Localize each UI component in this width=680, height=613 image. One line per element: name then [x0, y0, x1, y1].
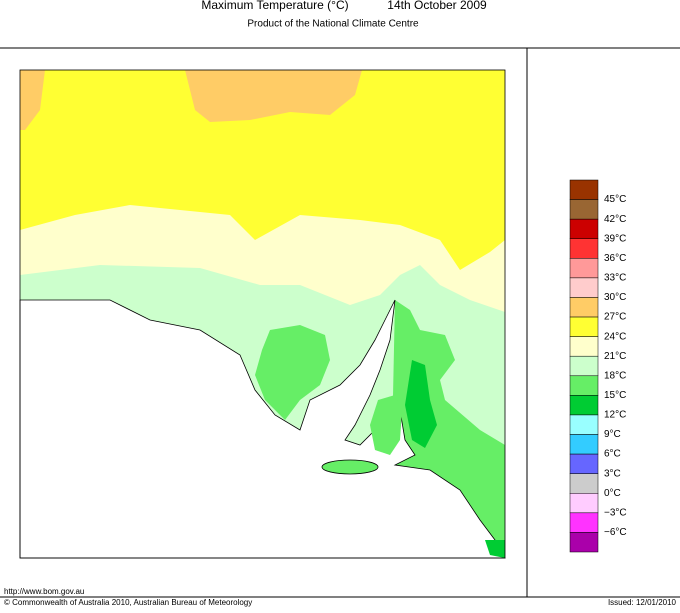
legend-label: 36°C — [604, 253, 626, 264]
legend-label: 15°C — [604, 390, 626, 401]
legend-label: 27°C — [604, 312, 626, 323]
region — [370, 395, 402, 455]
title: Maximum Temperature (°C) — [201, 0, 348, 12]
legend-label: 30°C — [604, 292, 626, 303]
map-border — [19, 69, 506, 559]
legend-label: 9°C — [604, 429, 621, 440]
legend-swatch — [569, 199, 599, 220]
map — [19, 69, 506, 559]
region — [255, 325, 330, 420]
legend-swatch — [569, 453, 599, 474]
sea — [19, 299, 506, 559]
region — [20, 70, 505, 270]
issued: Issued: 12/01/2010 — [608, 598, 677, 607]
legend-swatch — [569, 336, 599, 357]
legend-label: 45°C — [604, 194, 626, 205]
region — [485, 540, 505, 558]
legend-swatch — [569, 434, 599, 455]
copyright: © Commonwealth of Australia 2010, Austra… — [4, 598, 252, 607]
legend-swatch — [569, 258, 599, 279]
legend-swatch — [569, 414, 599, 435]
subtitle: Product of the National Climate Centre — [247, 19, 419, 30]
legend-label: 3°C — [604, 468, 621, 479]
legend-swatch — [569, 375, 599, 396]
legend-swatch — [569, 493, 599, 514]
legend-swatch — [569, 218, 599, 239]
legend: 45°C 42°C 39°C 36°C 33°C 30°C 27°C 24°C 21°C 18°C… — [569, 179, 627, 553]
legend-label: 24°C — [604, 331, 626, 342]
legend-swatch — [569, 238, 599, 259]
region — [405, 360, 437, 448]
legend-swatch — [569, 179, 599, 200]
legend-swatch — [569, 277, 599, 298]
legend-swatch — [569, 512, 599, 533]
legend-label: 0°C — [604, 488, 621, 499]
legend-label: −3°C — [604, 507, 627, 518]
legend-label: 21°C — [604, 351, 626, 362]
legend-label: 39°C — [604, 233, 626, 244]
legend-label: 6°C — [604, 449, 621, 460]
region — [185, 70, 362, 122]
legend-swatch — [569, 395, 599, 416]
legend-label: −6°C — [604, 527, 627, 538]
island — [321, 459, 379, 475]
legend-label: 33°C — [604, 273, 626, 284]
legend-swatch — [569, 355, 599, 377]
legend-label: 12°C — [604, 410, 626, 421]
date: 14th October 2009 — [387, 0, 487, 12]
legend-label: 42°C — [604, 214, 626, 225]
legend-swatch — [569, 532, 599, 553]
url: http://www.bom.gov.au — [4, 587, 84, 596]
legend-swatch — [569, 316, 599, 337]
legend-swatch — [569, 473, 599, 494]
legend-swatch — [569, 297, 599, 318]
legend-label: 18°C — [604, 370, 626, 381]
region — [20, 70, 45, 130]
